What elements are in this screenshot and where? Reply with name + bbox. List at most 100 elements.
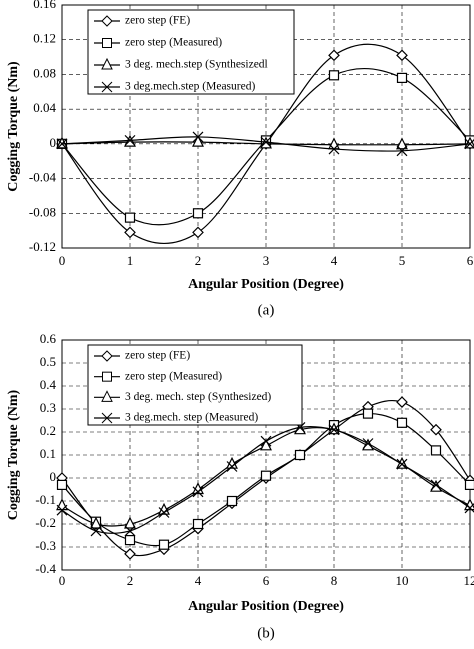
y-tick-label: -0.12 xyxy=(29,239,56,254)
marker xyxy=(260,470,272,481)
marker xyxy=(464,138,474,150)
legend-box xyxy=(87,9,295,95)
marker xyxy=(124,516,136,529)
x-axis-title: Angular Position (Degree) xyxy=(188,277,344,292)
legend-label: zero step (Measured) xyxy=(125,37,222,49)
marker xyxy=(396,137,408,150)
legend-marker xyxy=(101,15,113,27)
marker xyxy=(294,449,306,461)
marker xyxy=(226,495,238,507)
x-tick-label: 1 xyxy=(127,253,134,268)
x-tick-label: 6 xyxy=(467,253,474,268)
y-tick-label: 0.3 xyxy=(40,400,56,415)
y-tick-label: 0.04 xyxy=(33,100,56,115)
marker xyxy=(56,136,68,149)
y-tick-label: -0.3 xyxy=(35,538,56,553)
marker xyxy=(464,502,474,514)
y-tick-label: 0.6 xyxy=(40,331,57,346)
plot-frame xyxy=(61,4,471,249)
marker xyxy=(294,422,306,435)
marker xyxy=(396,145,408,157)
marker xyxy=(464,479,474,490)
legend-label: zero step (FE) xyxy=(125,15,190,27)
x-tick-label: 10 xyxy=(396,573,409,588)
caption: (b) xyxy=(257,625,275,641)
marker xyxy=(430,423,442,436)
x-tick-label: 4 xyxy=(195,573,202,588)
marker xyxy=(158,539,170,550)
x-tick-label: 5 xyxy=(399,253,406,268)
marker xyxy=(260,438,272,451)
x-tick-label: 0 xyxy=(59,573,66,588)
legend-label: 3 deg. mech. step (Synthesized) xyxy=(125,391,271,403)
plot-frame xyxy=(61,339,471,571)
marker xyxy=(430,445,442,456)
chart: -0.4 -0.3 -0.2 -0.1 0 0.1 0.2 0.3 0.4 0.5 0.6 0 2 4 6 8… xyxy=(6,331,474,641)
marker xyxy=(56,479,68,490)
legend-marker xyxy=(102,38,112,48)
marker xyxy=(396,396,408,408)
x-tick-label: 0 xyxy=(59,253,66,268)
y-tick-label: -0.2 xyxy=(35,515,56,530)
legend-marker xyxy=(101,412,113,424)
marker xyxy=(430,479,442,491)
y-tick-label: -0.1 xyxy=(35,492,56,507)
legend-label: 3 deg. mech.step (Synthesizedl xyxy=(125,59,268,71)
marker xyxy=(396,72,408,84)
marker xyxy=(362,408,374,419)
marker xyxy=(56,504,68,516)
caption: (a) xyxy=(258,302,275,318)
marker xyxy=(328,49,340,62)
marker xyxy=(124,212,136,223)
marker xyxy=(192,518,204,530)
x-tick-label: 2 xyxy=(127,573,134,588)
y-tick-label: 0.5 xyxy=(40,354,56,369)
marker xyxy=(56,138,68,150)
x-axis-title: Angular Position (Degree) xyxy=(188,599,344,614)
marker xyxy=(192,131,204,143)
legend-marker xyxy=(101,57,113,70)
legend-marker xyxy=(101,390,113,402)
marker xyxy=(192,208,204,219)
marker xyxy=(124,226,136,239)
marker xyxy=(90,516,102,529)
legend-label: zero step (Measured) xyxy=(125,370,222,382)
marker xyxy=(90,525,102,537)
marker xyxy=(396,49,408,62)
marker xyxy=(328,424,340,436)
y-tick-label: 0.4 xyxy=(40,377,57,392)
marker xyxy=(192,134,204,147)
y-tick-label: 0.08 xyxy=(33,65,56,80)
chart: -0.12 -0.08 -0.04 0 0.04 0.08 0.12 0.16 0 1 2 3 4 5 6 A… xyxy=(6,0,474,318)
marker xyxy=(260,136,272,148)
marker xyxy=(192,486,204,498)
marker xyxy=(396,417,408,428)
marker xyxy=(396,458,408,470)
x-tick-label: 3 xyxy=(263,253,270,268)
y-tick-label: 0.16 xyxy=(33,0,56,11)
y-tick-label: -0.08 xyxy=(29,204,56,219)
y-axis-title: Cogging Torque (Nm) xyxy=(6,389,21,520)
y-tick-label: 0.12 xyxy=(33,31,56,46)
y-tick-label: 0 xyxy=(50,469,57,484)
x-tick-label: 4 xyxy=(331,253,338,268)
x-tick-label: 2 xyxy=(195,253,202,268)
legend-label: 3 deg.mech.step (Measured) xyxy=(125,81,255,93)
marker xyxy=(124,548,136,560)
legend-marker xyxy=(101,81,113,93)
marker xyxy=(260,435,272,447)
marker xyxy=(124,134,136,146)
marker xyxy=(362,438,374,449)
legend-marker xyxy=(102,371,112,382)
y-axis-title: Cogging Torque (Nm) xyxy=(6,61,21,192)
legend-box xyxy=(87,344,303,426)
marker xyxy=(328,70,340,81)
marker xyxy=(124,534,136,546)
legend-label: zero step (FE) xyxy=(125,350,190,362)
y-tick-label: -0.4 xyxy=(35,561,56,576)
x-tick-label: 8 xyxy=(331,573,338,588)
x-tick-label: 6 xyxy=(263,573,270,588)
y-tick-label: -0.04 xyxy=(29,170,57,185)
marker xyxy=(124,525,136,537)
